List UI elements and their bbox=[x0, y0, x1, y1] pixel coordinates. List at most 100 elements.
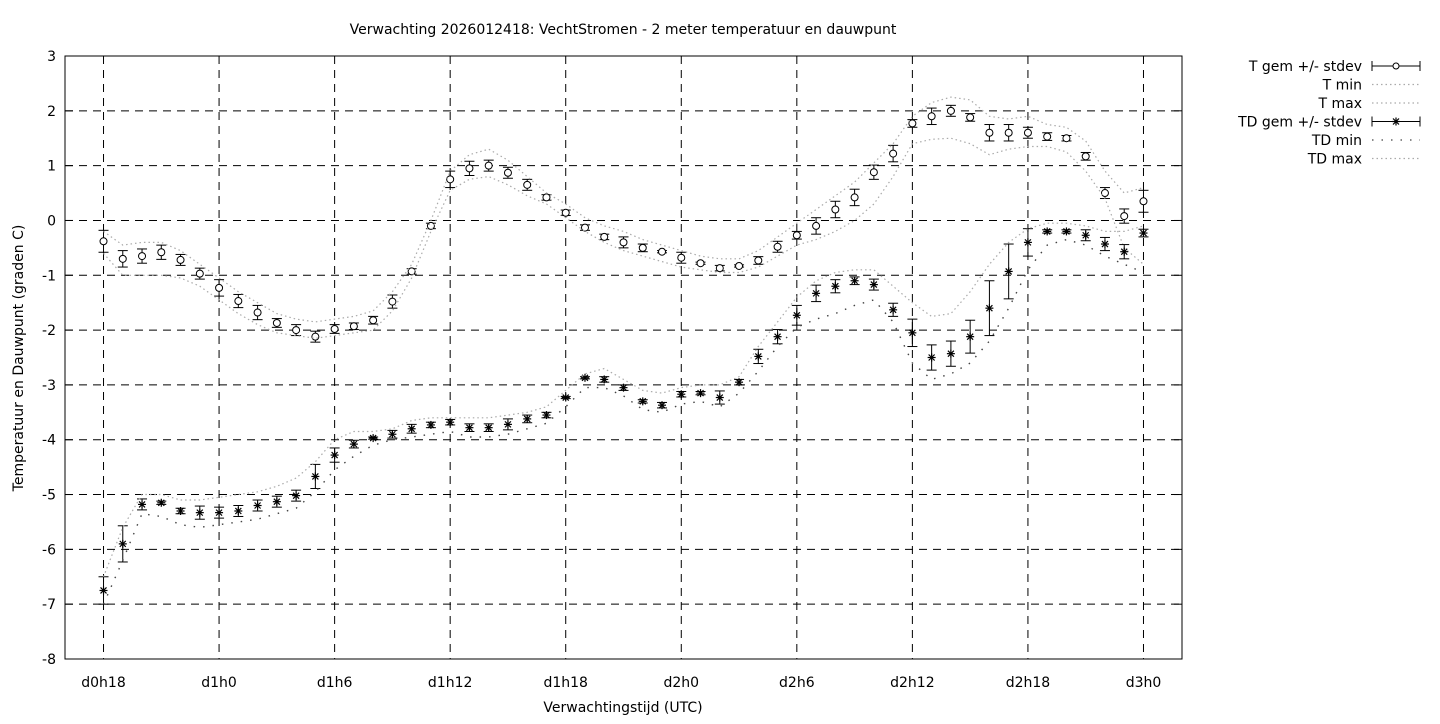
series-t-min bbox=[103, 137, 1144, 339]
star-stroke bbox=[196, 509, 204, 517]
star-stroke bbox=[928, 354, 936, 361]
data-point bbox=[292, 491, 301, 500]
y-tick-label: 1 bbox=[47, 159, 56, 175]
data-point bbox=[850, 193, 859, 202]
data-point bbox=[831, 282, 840, 291]
series-t-gem-stdev bbox=[98, 104, 1149, 343]
x-tick-label: d3h0 bbox=[1126, 675, 1162, 691]
legend-marker bbox=[1392, 62, 1400, 70]
series-line bbox=[102, 222, 1144, 578]
data-point bbox=[1023, 128, 1032, 137]
data-point bbox=[349, 322, 358, 331]
data-point bbox=[850, 276, 859, 285]
star-stroke bbox=[1140, 229, 1147, 237]
x-tick-label: d0h18 bbox=[81, 675, 125, 691]
data-point bbox=[407, 267, 416, 276]
data-point bbox=[253, 308, 262, 317]
series-layer bbox=[98, 96, 1149, 605]
data-point bbox=[658, 401, 667, 410]
data-point bbox=[292, 326, 301, 335]
y-tick-label: 0 bbox=[47, 213, 56, 229]
data-point bbox=[619, 383, 628, 392]
star-stroke bbox=[273, 498, 281, 506]
data-point bbox=[677, 390, 686, 399]
star-stroke bbox=[851, 277, 859, 285]
data-point bbox=[812, 221, 821, 230]
y-tick-label: -4 bbox=[42, 433, 56, 449]
data-point bbox=[889, 305, 898, 314]
star-stroke bbox=[639, 397, 647, 405]
x-axis-label: Verwachtingstijd (UTC) bbox=[543, 700, 702, 716]
data-point bbox=[715, 264, 724, 273]
legend-label: T gem +/- stdev bbox=[1248, 59, 1362, 75]
data-point bbox=[812, 289, 821, 298]
x-tick-label: d2h12 bbox=[890, 675, 934, 691]
star-stroke bbox=[215, 509, 223, 517]
legend-label: TD gem +/- stdev bbox=[1237, 115, 1362, 131]
star-stroke bbox=[1392, 118, 1400, 125]
star-stroke bbox=[446, 418, 454, 426]
star-stroke bbox=[754, 352, 762, 360]
data-point bbox=[195, 508, 204, 517]
data-point bbox=[773, 242, 782, 251]
data-point bbox=[1004, 128, 1013, 137]
data-point bbox=[773, 332, 782, 341]
data-point bbox=[927, 112, 936, 121]
x-tick-label: d1h6 bbox=[317, 675, 353, 691]
data-point bbox=[580, 373, 589, 382]
star-stroke bbox=[774, 333, 781, 341]
data-point bbox=[696, 389, 705, 398]
data-point bbox=[966, 332, 975, 341]
data-point bbox=[946, 106, 955, 115]
data-point bbox=[1139, 197, 1148, 206]
data-point bbox=[484, 161, 493, 170]
data-point bbox=[446, 418, 455, 427]
data-point bbox=[1043, 132, 1052, 141]
star-stroke bbox=[100, 587, 107, 594]
star-stroke bbox=[388, 430, 396, 438]
star-stroke bbox=[331, 451, 339, 459]
star-stroke bbox=[311, 473, 319, 480]
data-point bbox=[735, 261, 744, 270]
data-point bbox=[619, 238, 628, 247]
x-tick-label: d1h18 bbox=[543, 675, 587, 691]
star-stroke bbox=[427, 421, 435, 429]
data-point bbox=[542, 411, 551, 420]
data-point bbox=[369, 316, 378, 325]
legend: T gem +/- stdev T min T max TD gem +/- stde… bbox=[1237, 59, 1421, 168]
star-stroke bbox=[658, 401, 666, 409]
data-point bbox=[311, 472, 320, 481]
star-stroke bbox=[119, 540, 127, 548]
star-stroke bbox=[369, 434, 377, 442]
data-point bbox=[138, 252, 147, 261]
data-point bbox=[503, 168, 512, 177]
legend-label: TD max bbox=[1307, 152, 1362, 168]
star-stroke bbox=[350, 440, 358, 448]
data-point bbox=[1139, 229, 1148, 238]
data-point bbox=[484, 423, 493, 432]
y-tick-label: -5 bbox=[42, 488, 56, 504]
data-point bbox=[638, 243, 647, 252]
data-point bbox=[311, 332, 320, 341]
star-stroke bbox=[562, 394, 570, 401]
y-tick-label: -8 bbox=[42, 652, 56, 668]
star-stroke bbox=[177, 507, 184, 515]
data-point bbox=[561, 393, 570, 402]
star-stroke bbox=[870, 281, 878, 289]
data-point bbox=[330, 324, 339, 333]
data-point bbox=[176, 506, 185, 515]
data-point bbox=[889, 149, 898, 158]
data-point bbox=[176, 255, 185, 264]
data-point bbox=[234, 506, 243, 515]
x-tick-label: d1h12 bbox=[428, 675, 472, 691]
x-tick-label: d1h0 bbox=[201, 675, 237, 691]
data-point bbox=[908, 328, 917, 337]
legend-marker bbox=[1392, 117, 1400, 126]
data-point bbox=[985, 304, 994, 313]
y-tick-label: -3 bbox=[42, 378, 56, 394]
data-point bbox=[407, 424, 416, 433]
series-line bbox=[102, 238, 1144, 605]
star-stroke bbox=[254, 502, 262, 509]
y-axis-label: Temperatuur en Dauwpunt (graden C) bbox=[11, 225, 27, 493]
